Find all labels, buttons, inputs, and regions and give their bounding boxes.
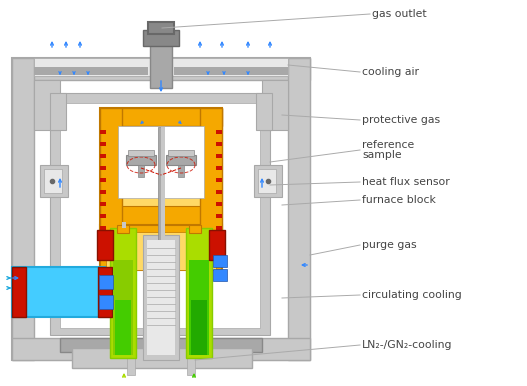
Bar <box>127 355 135 375</box>
Bar <box>100 202 106 206</box>
Bar <box>100 108 222 126</box>
Bar <box>72 348 252 368</box>
Bar <box>191 300 207 355</box>
Bar <box>12 58 310 360</box>
Bar <box>158 127 164 302</box>
Bar <box>288 58 310 360</box>
Bar <box>106 232 216 270</box>
Bar <box>44 169 62 193</box>
Bar <box>216 226 222 230</box>
Bar <box>100 108 222 258</box>
Text: protective gas: protective gas <box>362 115 440 125</box>
Bar <box>108 116 214 206</box>
Bar <box>216 214 222 218</box>
Text: heat flux sensor: heat flux sensor <box>362 177 450 187</box>
Bar <box>128 150 154 156</box>
Bar <box>110 228 136 358</box>
Bar <box>174 67 288 75</box>
Bar <box>50 93 66 130</box>
Bar <box>115 300 131 355</box>
Bar <box>113 260 133 355</box>
Text: gas outlet: gas outlet <box>372 9 427 19</box>
Bar <box>122 222 126 228</box>
Bar <box>12 267 26 317</box>
Bar <box>209 230 225 260</box>
Bar <box>216 238 222 242</box>
Bar <box>100 142 106 146</box>
Bar <box>258 169 276 193</box>
Bar <box>34 80 60 130</box>
Bar <box>97 230 113 260</box>
Bar <box>138 165 144 177</box>
Bar <box>187 355 195 375</box>
Bar <box>12 338 310 360</box>
Bar <box>100 178 106 182</box>
Bar <box>12 270 28 282</box>
Bar <box>143 235 179 360</box>
Bar <box>34 80 288 338</box>
Bar <box>34 58 288 76</box>
Bar <box>178 165 184 177</box>
Bar <box>216 202 222 206</box>
Bar <box>216 142 222 146</box>
Bar <box>262 80 288 130</box>
Bar <box>12 58 310 80</box>
Bar <box>148 22 174 34</box>
Bar <box>99 295 113 309</box>
Bar <box>189 260 209 355</box>
Bar <box>143 30 179 46</box>
Bar <box>100 226 106 230</box>
Bar <box>34 67 148 75</box>
Bar <box>100 154 106 158</box>
Bar <box>100 190 106 194</box>
Bar <box>100 214 106 218</box>
Bar <box>12 58 310 360</box>
Bar <box>254 165 282 197</box>
Bar <box>150 30 172 88</box>
Bar <box>100 238 106 242</box>
Bar <box>216 154 222 158</box>
Bar <box>100 108 122 258</box>
Bar <box>200 108 222 258</box>
Bar <box>213 255 227 267</box>
Bar <box>118 126 204 198</box>
Bar <box>12 267 112 317</box>
Bar <box>168 150 194 156</box>
Bar <box>100 166 106 170</box>
Bar <box>60 103 260 328</box>
Text: purge gas: purge gas <box>362 240 417 250</box>
Bar <box>34 58 154 76</box>
Text: cooling air: cooling air <box>362 67 419 77</box>
Bar <box>99 275 113 289</box>
Text: sample: sample <box>362 150 402 160</box>
Bar <box>100 225 222 270</box>
Bar <box>126 155 156 165</box>
Bar <box>168 58 288 76</box>
Bar <box>147 240 175 355</box>
Bar <box>161 127 165 302</box>
Bar <box>213 269 227 281</box>
Bar <box>189 225 201 233</box>
Bar <box>186 228 212 358</box>
Text: circulating cooling: circulating cooling <box>362 290 462 300</box>
Bar <box>216 178 222 182</box>
Bar <box>60 338 262 352</box>
Bar <box>100 130 106 134</box>
Bar <box>256 93 272 130</box>
Bar <box>98 267 112 317</box>
Text: LN₂-/GN₂-cooling: LN₂-/GN₂-cooling <box>362 340 453 350</box>
Bar <box>12 58 34 360</box>
Text: furnace block: furnace block <box>362 195 436 205</box>
Bar <box>216 190 222 194</box>
Text: reference: reference <box>362 140 414 150</box>
Bar <box>50 93 270 335</box>
Bar <box>166 155 196 165</box>
Bar <box>40 165 68 197</box>
Bar <box>216 166 222 170</box>
Bar <box>216 130 222 134</box>
Bar <box>12 282 28 294</box>
Bar <box>117 225 129 233</box>
